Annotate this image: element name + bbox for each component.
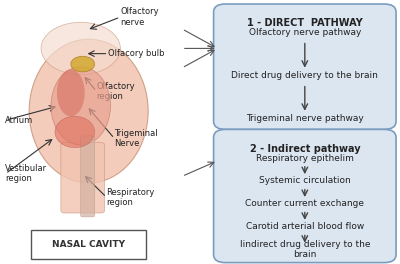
Text: Respiratory epithelim: Respiratory epithelim	[256, 154, 354, 163]
FancyBboxPatch shape	[214, 129, 396, 263]
Text: Systemic circulation: Systemic circulation	[259, 176, 351, 186]
Text: Respiratory
region: Respiratory region	[106, 188, 155, 207]
Ellipse shape	[71, 56, 94, 72]
Text: lindirect drug delivery to the
brain: lindirect drug delivery to the brain	[240, 240, 370, 259]
Text: 1 - DIRECT  PATHWAY: 1 - DIRECT PATHWAY	[247, 18, 363, 28]
Ellipse shape	[29, 39, 148, 183]
Ellipse shape	[57, 69, 85, 116]
Ellipse shape	[51, 67, 110, 145]
Text: Trigeminal
Nerve: Trigeminal Nerve	[114, 129, 158, 148]
FancyBboxPatch shape	[31, 230, 146, 259]
Ellipse shape	[55, 116, 94, 148]
Text: Carotid arterial blood flow: Carotid arterial blood flow	[246, 222, 364, 231]
FancyBboxPatch shape	[214, 4, 396, 129]
Text: Olfactory
region: Olfactory region	[96, 82, 135, 101]
Text: Atrium: Atrium	[5, 116, 34, 125]
Text: Vestibular
region: Vestibular region	[5, 164, 48, 183]
Text: Counter current exchange: Counter current exchange	[245, 199, 364, 208]
FancyBboxPatch shape	[61, 143, 104, 213]
Text: 2 - Indirect pathway: 2 - Indirect pathway	[250, 144, 360, 154]
Text: Olfacory bulb: Olfacory bulb	[108, 49, 165, 58]
Text: Trigeminal nerve pathway: Trigeminal nerve pathway	[246, 114, 364, 124]
FancyBboxPatch shape	[81, 136, 94, 217]
Ellipse shape	[41, 22, 120, 74]
Text: Olfactory
nerve: Olfactory nerve	[120, 7, 159, 27]
Text: NASAL CAVITY: NASAL CAVITY	[52, 240, 125, 249]
Text: Olfactory nerve pathway: Olfactory nerve pathway	[249, 28, 361, 37]
Text: Direct drug delivery to the brain: Direct drug delivery to the brain	[231, 71, 378, 80]
